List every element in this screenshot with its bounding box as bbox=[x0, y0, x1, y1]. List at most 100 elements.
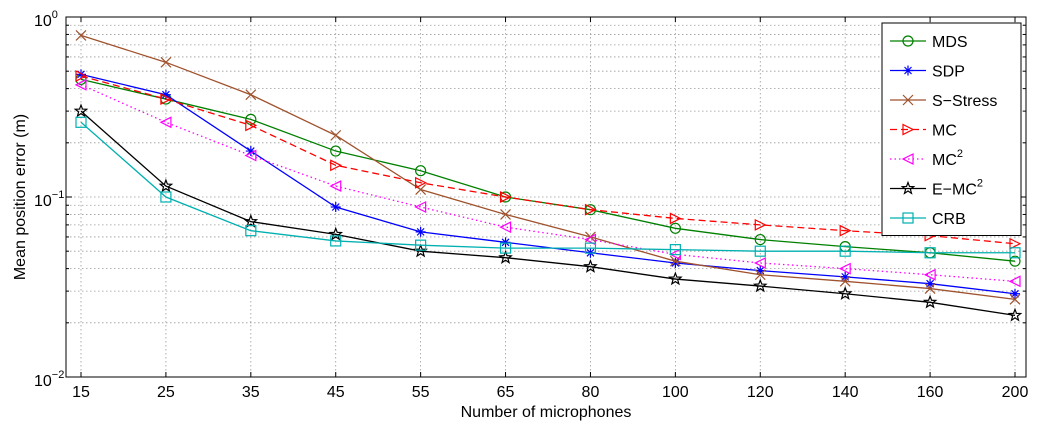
x-tick-label: 100 bbox=[662, 384, 689, 401]
data-point bbox=[76, 69, 86, 80]
data-point bbox=[901, 153, 914, 165]
data-point bbox=[1007, 307, 1023, 322]
data-point bbox=[1009, 247, 1021, 259]
data-point bbox=[328, 226, 344, 241]
data-point bbox=[902, 35, 914, 47]
data-point bbox=[415, 176, 427, 189]
legend-item: MC2 bbox=[890, 148, 963, 169]
ticks: 15 25 35 45 55 65 80 100 120 140 160 200 10−2 10−1 100 bbox=[34, 9, 1028, 401]
series bbox=[75, 116, 1021, 259]
legend-label-superscript: 2 bbox=[977, 178, 983, 190]
data-point bbox=[413, 243, 428, 258]
legend-item: MC bbox=[890, 123, 957, 140]
data-point bbox=[669, 255, 681, 267]
series-line bbox=[80, 84, 1016, 282]
data-point bbox=[415, 165, 427, 177]
series-line bbox=[80, 75, 1016, 245]
data-point bbox=[330, 201, 341, 212]
data-point bbox=[1010, 288, 1020, 299]
series bbox=[73, 103, 1023, 322]
data-point bbox=[243, 213, 259, 228]
data-point bbox=[329, 180, 342, 193]
legend-label: MC bbox=[932, 123, 957, 140]
data-point bbox=[754, 233, 766, 246]
data-point bbox=[160, 93, 173, 106]
x-tick-label: 35 bbox=[242, 384, 260, 401]
data-point bbox=[245, 119, 258, 132]
data-point bbox=[923, 268, 936, 281]
data-point bbox=[500, 237, 511, 248]
legend-item: E−MC2 bbox=[890, 178, 983, 199]
data-point bbox=[499, 221, 512, 234]
series-layer bbox=[73, 30, 1023, 322]
data-point bbox=[160, 89, 171, 100]
data-point bbox=[499, 191, 512, 203]
data-point bbox=[160, 191, 172, 203]
series-line bbox=[80, 73, 1016, 295]
y-tick-label: 10−2 bbox=[34, 369, 64, 390]
data-point bbox=[1009, 255, 1021, 267]
legend-item: SDP bbox=[890, 64, 965, 81]
x-tick-label: 120 bbox=[747, 384, 774, 401]
series-line bbox=[80, 121, 1015, 254]
x-axis-label: Number of microphones bbox=[461, 404, 632, 421]
data-point bbox=[837, 286, 853, 301]
x-tick-label: 25 bbox=[157, 384, 175, 401]
data-point bbox=[754, 269, 766, 281]
legend-label: SDP bbox=[932, 64, 965, 81]
legend-label-text: E−MC bbox=[932, 182, 977, 199]
data-point bbox=[415, 226, 426, 237]
x-tick-label: 15 bbox=[72, 384, 90, 401]
data-point bbox=[330, 145, 342, 157]
data-point bbox=[245, 89, 257, 101]
data-point bbox=[668, 271, 683, 286]
x-tick-label: 200 bbox=[1002, 384, 1029, 401]
data-point bbox=[1008, 275, 1021, 288]
data-point bbox=[245, 146, 256, 157]
legend-label: MDS bbox=[932, 34, 968, 51]
series bbox=[74, 78, 1021, 288]
legend-label-text: MDS bbox=[932, 34, 968, 51]
data-point bbox=[499, 242, 512, 254]
data-point bbox=[73, 103, 89, 118]
data-point bbox=[900, 180, 916, 195]
data-point bbox=[924, 283, 936, 294]
series-line bbox=[80, 110, 1016, 317]
legend-item: S−Stress bbox=[890, 93, 997, 110]
data-point bbox=[1009, 293, 1021, 305]
series bbox=[76, 69, 1020, 299]
series-line bbox=[80, 34, 1016, 300]
data-point bbox=[330, 159, 343, 172]
data-point bbox=[158, 178, 174, 193]
data-point bbox=[583, 258, 598, 273]
data-point bbox=[245, 225, 257, 237]
data-point bbox=[414, 201, 427, 213]
data-point bbox=[839, 275, 851, 287]
data-point bbox=[159, 116, 172, 129]
data-point bbox=[244, 149, 257, 162]
data-point bbox=[500, 209, 511, 220]
data-point bbox=[754, 245, 766, 257]
legend-label: S−Stress bbox=[932, 93, 997, 110]
data-point bbox=[670, 257, 681, 268]
data-point bbox=[245, 113, 257, 125]
legend-label-text: MC bbox=[932, 152, 957, 169]
data-point bbox=[902, 123, 915, 136]
data-point bbox=[75, 70, 88, 82]
data-point bbox=[903, 65, 913, 76]
data-point bbox=[922, 294, 938, 309]
x-tick-label: 55 bbox=[412, 384, 430, 401]
data-point bbox=[753, 257, 766, 269]
legend-label: E−MC2 bbox=[932, 178, 983, 199]
x-tick-label: 160 bbox=[917, 384, 944, 401]
data-point bbox=[839, 224, 852, 237]
data-point bbox=[755, 265, 766, 276]
legend-label-superscript: 2 bbox=[957, 148, 963, 160]
legend-label: MC2 bbox=[932, 148, 963, 169]
series bbox=[75, 70, 1022, 250]
x-tick-label: 140 bbox=[832, 384, 859, 401]
data-point bbox=[754, 218, 767, 231]
data-point bbox=[669, 222, 681, 234]
